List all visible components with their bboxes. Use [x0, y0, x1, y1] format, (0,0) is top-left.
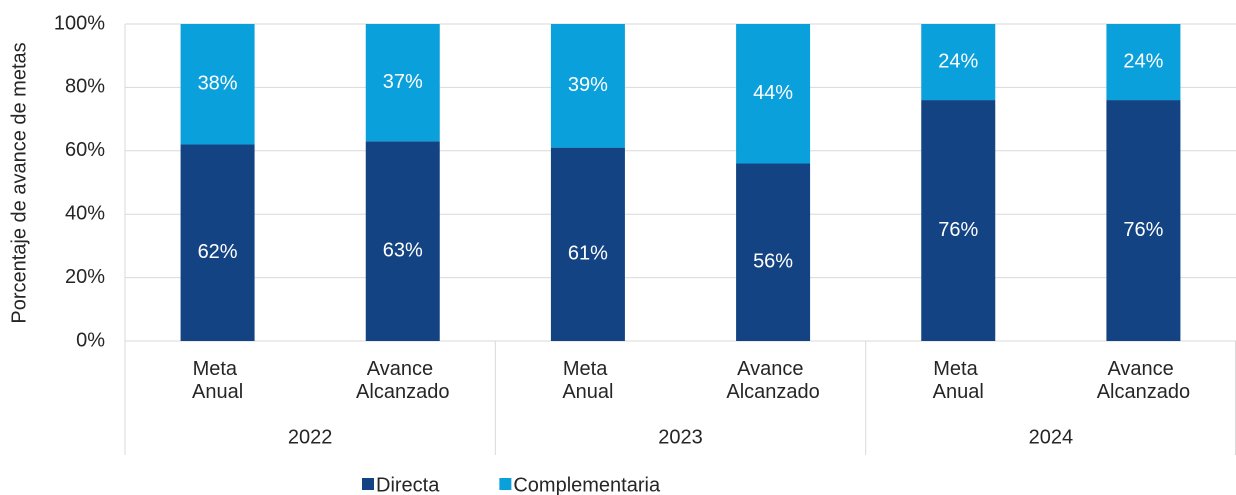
y-tick-label: 100%: [54, 12, 105, 34]
data-label: 62%: [198, 241, 238, 263]
data-label: 37%: [383, 71, 423, 93]
bar-segment: [921, 24, 996, 101]
bar-segment: [365, 24, 440, 142]
y-axis-label: Porcentaje de avance de metas: [8, 42, 30, 323]
bar-segment: [736, 24, 811, 164]
data-label: 44%: [753, 82, 793, 104]
x-tick-label: Meta Anual: [933, 358, 984, 403]
x-tick-label-line: Avance: [367, 358, 439, 380]
x-tick-label-line: Anual: [933, 381, 984, 403]
bar-segment: [1106, 24, 1181, 101]
bar-segment: [1106, 100, 1181, 341]
bar-segment: [365, 141, 440, 341]
data-label: 63%: [383, 239, 423, 261]
data-label: 24%: [1123, 50, 1163, 72]
legend-swatch: [362, 478, 374, 490]
x-tick-label: Avance Alcanzado: [1097, 358, 1190, 403]
x-tick-label: Meta Anual: [192, 358, 243, 403]
x-tick-label-line: Meta: [193, 358, 243, 380]
x-tick-label-line: Alcanzado: [1097, 381, 1190, 403]
bar-segment: [550, 147, 625, 341]
x-tick-label-line: Alcanzado: [356, 381, 449, 403]
x-tick-label-line: Anual: [562, 381, 613, 403]
x-tick-label-line: Avance: [737, 358, 809, 380]
data-label: 76%: [1123, 219, 1163, 241]
legend-label: Complementaria: [513, 474, 661, 495]
x-tick-label-line: Avance: [1107, 358, 1179, 380]
x-tick-label: Avance Alcanzado: [356, 358, 449, 403]
legend-label: Directa: [376, 474, 440, 495]
data-label: 76%: [938, 219, 978, 241]
y-tick-label: 80%: [65, 76, 105, 98]
group-label: 2023: [658, 426, 703, 448]
bar-segment: [550, 24, 625, 148]
x-tick-label-line: Anual: [192, 381, 243, 403]
x-tick-label: Meta Anual: [562, 358, 613, 403]
data-label: 56%: [753, 251, 793, 273]
x-tick-label-line: Meta: [933, 358, 983, 380]
x-tick-label-line: Alcanzado: [726, 381, 819, 403]
bar-segment: [921, 100, 996, 341]
bar-segment: [736, 163, 811, 341]
x-tick-label: Avance Alcanzado: [726, 358, 819, 403]
group-label: 2024: [1029, 426, 1074, 448]
data-label: 38%: [198, 73, 238, 95]
bar-segment: [180, 144, 255, 341]
data-label: 61%: [568, 243, 608, 265]
y-tick-label: 0%: [76, 329, 105, 351]
y-tick-label: 60%: [65, 139, 105, 161]
y-tick-label: 20%: [65, 266, 105, 288]
legend-swatch: [499, 478, 512, 490]
x-tick-label-line: Meta: [563, 358, 613, 380]
data-label: 24%: [938, 50, 978, 72]
y-tick-label: 40%: [65, 202, 105, 224]
group-label: 2022: [288, 426, 333, 448]
bar-segment: [180, 24, 255, 145]
data-label: 39%: [568, 74, 608, 96]
